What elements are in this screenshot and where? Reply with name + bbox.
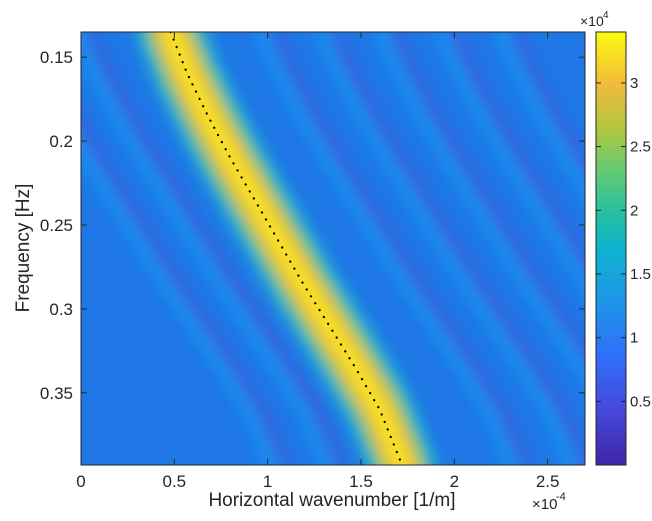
heatmap-trough bbox=[81, 116, 290, 465]
colorbar-gradient bbox=[595, 31, 627, 466]
colorbar: 0.5 1 1.5 2 2.5 3 ×10 4 bbox=[580, 10, 651, 466]
y-tick-label: 0.35 bbox=[40, 384, 73, 403]
y-axis: 0.15 0.2 0.25 0.3 0.35 bbox=[40, 48, 585, 403]
heatmap-trough bbox=[330, 32, 585, 465]
x-axis-multiplier: ×10 -4 bbox=[532, 491, 566, 513]
x-tick-label: 0.5 bbox=[163, 472, 187, 491]
plot-frame bbox=[80, 31, 586, 466]
colorbar-tick-label: 1.5 bbox=[630, 266, 651, 283]
colorbar-tick-label: 2.5 bbox=[630, 139, 651, 156]
heatmap-trough bbox=[270, 32, 530, 465]
heatmap-secondary-ridge bbox=[493, 32, 585, 201]
x-tick-label: 1 bbox=[263, 472, 272, 491]
heatmap-secondary-ridge bbox=[313, 32, 580, 465]
x-axis: 0 0.5 1 1.5 2 2.5 bbox=[76, 32, 559, 491]
y-axis-label: Frequency [Hz] bbox=[13, 184, 34, 313]
heatmap-trough bbox=[390, 32, 585, 360]
heatmap-secondary-ridge bbox=[253, 32, 520, 465]
x-tick-label: 0 bbox=[76, 472, 85, 491]
x-multiplier-base: ×10 bbox=[532, 496, 557, 513]
colorbar-tick-label: 0.5 bbox=[630, 393, 651, 410]
x-axis-label: Horizontal wavenumber [1/m] bbox=[208, 490, 455, 511]
x-tick-label: 2 bbox=[450, 472, 459, 491]
heatmap-ridges bbox=[81, 32, 585, 465]
heatmap-trough bbox=[450, 32, 585, 269]
y-tick-label: 0.15 bbox=[40, 48, 73, 67]
colorbar-tick-label: 2 bbox=[630, 202, 638, 219]
colorbar-ticks: 0.5 1 1.5 2 2.5 3 bbox=[596, 75, 651, 410]
colorbar-tick-label: 3 bbox=[630, 75, 638, 92]
heatmap-secondary-ridge bbox=[81, 134, 280, 465]
heatmap bbox=[81, 32, 585, 465]
heatmap-main-ridge bbox=[162, 32, 411, 465]
heatmap-secondary-ridge bbox=[81, 32, 335, 465]
x-tick-label: 2.5 bbox=[536, 472, 560, 491]
heatmap-secondary-ridge bbox=[373, 32, 585, 387]
colorbar-tick-label: 1 bbox=[630, 330, 638, 347]
y-tick-label: 0.3 bbox=[49, 300, 73, 319]
heatmap-trough bbox=[510, 32, 585, 173]
heatmap-trough bbox=[85, 32, 345, 465]
y-tick-label: 0.2 bbox=[49, 132, 73, 151]
colorbar-multiplier-base: ×10 bbox=[580, 13, 604, 29]
x-multiplier-exponent: -4 bbox=[556, 491, 566, 503]
colorbar-multiplier-exponent: 4 bbox=[603, 10, 609, 21]
x-tick-label: 1.5 bbox=[349, 472, 373, 491]
heatmap-secondary-ridge bbox=[433, 32, 585, 297]
y-tick-label: 0.25 bbox=[40, 216, 73, 235]
